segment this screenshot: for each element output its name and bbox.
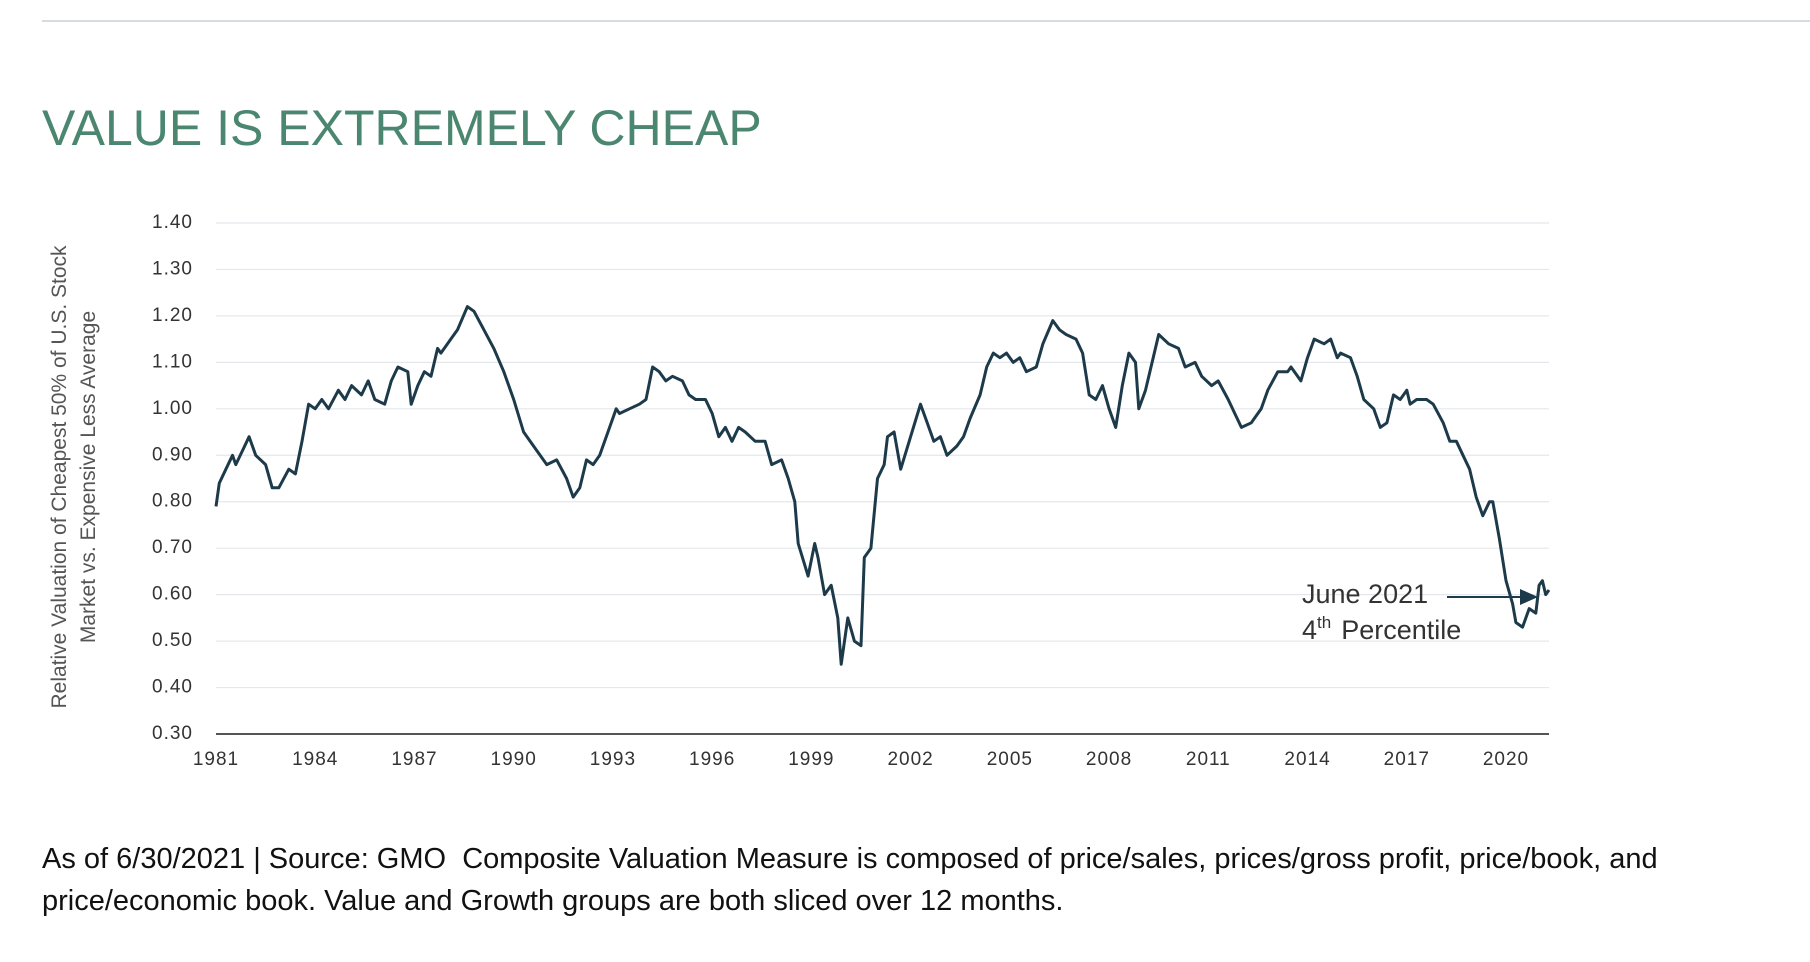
- y-tick-label: 0.60: [152, 584, 193, 605]
- y-axis-title-line: Relative Valuation of Cheapest 50% of U.…: [48, 245, 71, 709]
- annotation-percentile: 4th Percentile: [1302, 613, 1461, 645]
- footnote: As of 6/30/2021 | Source: GMO Composite …: [42, 843, 1666, 917]
- x-tick-label: 2020: [1483, 749, 1529, 770]
- y-tick-label: 0.90: [152, 444, 193, 465]
- y-tick-label: 1.00: [152, 398, 193, 419]
- y-axis-title: Relative Valuation of Cheapest 50% of U.…: [48, 245, 100, 709]
- x-tick-label: 2002: [887, 749, 933, 770]
- y-tick-label: 0.80: [152, 491, 193, 512]
- annotation-date: June 2021: [1302, 579, 1428, 609]
- x-tick-label: 1990: [491, 749, 537, 770]
- x-tick-label: 1981: [193, 749, 239, 770]
- y-tick-label: 1.30: [152, 258, 193, 279]
- chart-title: VALUE IS EXTREMELY CHEAP: [42, 100, 762, 156]
- x-tick-label: 2008: [1086, 749, 1132, 770]
- chart: VALUE IS EXTREMELY CHEAP Relative Valuat…: [42, 20, 1810, 770]
- y-tick-label: 1.10: [152, 351, 193, 372]
- annotation-arrowhead: [1520, 589, 1538, 605]
- x-tick-label: 2011: [1186, 749, 1231, 770]
- x-tick-label: 2005: [987, 749, 1033, 770]
- y-tick-label: 0.30: [152, 723, 193, 744]
- y-tick-label: 1.40: [152, 212, 193, 233]
- x-tick-label: 1999: [788, 749, 834, 770]
- x-tick-label: 1993: [590, 749, 636, 770]
- y-axis-title-line: Market vs. Expensive Less Average: [77, 311, 100, 643]
- y-tick-label: 0.50: [152, 630, 193, 651]
- x-tick-label: 1996: [689, 749, 735, 770]
- ordinal: 4: [1302, 615, 1317, 645]
- data-line: [214, 305, 1551, 666]
- x-tick-label: 1987: [391, 749, 437, 770]
- x-tick-label: 2017: [1384, 749, 1430, 770]
- plot-area: 0.30 0.40 0.50 0.60 0.70 0.80 0.90 1.00 1.10 1.20…: [152, 212, 1551, 770]
- x-tick-label: 2014: [1284, 749, 1330, 770]
- y-tick-label: 0.40: [152, 677, 193, 698]
- y-tick-label: 0.70: [152, 537, 193, 558]
- ordinal-suffix: th: [1317, 613, 1331, 632]
- x-tick-label: 1984: [292, 749, 338, 770]
- percentile: Percentile: [1341, 615, 1461, 645]
- y-tick-label: 1.20: [152, 305, 193, 326]
